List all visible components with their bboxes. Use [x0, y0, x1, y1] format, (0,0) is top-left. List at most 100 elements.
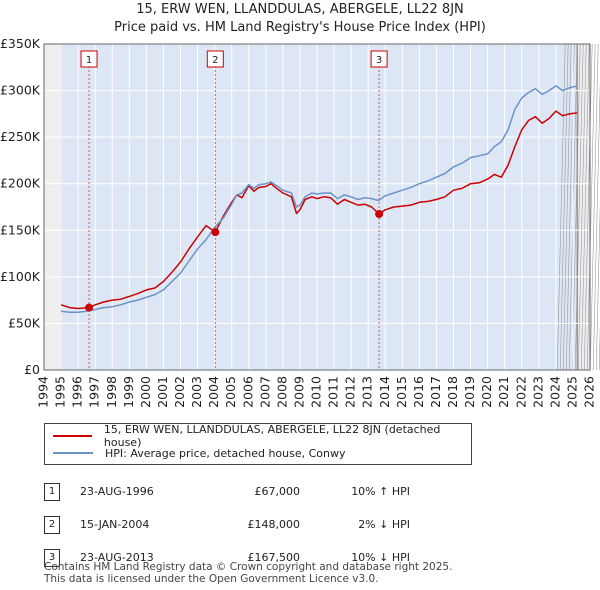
sale-hpi-diff: 2% ↓ HPI [358, 518, 410, 531]
x-tick-label: 1997 [87, 376, 102, 408]
sale-number-badge: 3 [44, 548, 60, 567]
footer-licence: This data is licensed under the Open Gov… [44, 573, 379, 585]
table-row: 3 23-AUG-2013 £167,500 10% ↓ HPI [44, 541, 410, 574]
price-chart: 1 2 3 £0 £50K £100K £150K £200K £250K £300K £350K… [0, 36, 600, 408]
x-tick-label: 2004 [206, 376, 221, 408]
x-tick-label: 2020 [479, 376, 494, 408]
sale-label: 2 [212, 55, 218, 66]
sale-marker-lines [88, 66, 380, 370]
hatch-line [571, 43, 581, 371]
x-tick-label: 1999 [121, 376, 136, 408]
x-tick-label: 2003 [189, 376, 204, 408]
hatch-line [580, 43, 590, 371]
x-tick-label: 2022 [513, 376, 528, 408]
sale-price: £67,000 [254, 485, 301, 498]
data-region [61, 44, 578, 370]
hatch-line [577, 43, 587, 371]
sale-label-box [370, 50, 388, 68]
sale-number-badge: 1 [44, 482, 60, 501]
gridlines [43, 43, 591, 371]
hatch-line [562, 43, 572, 371]
y-tick-label: £200K [0, 176, 41, 191]
sale-price: £148,000 [247, 518, 301, 531]
legend-label-hpi: HPI: Average price, detached house, Conw… [105, 446, 346, 460]
footer: Contains HM Land Registry data © Crown c… [44, 561, 452, 585]
sales-table: 1 23-AUG-1996 £67,000 10% ↑ HPI 2 15-JAN… [44, 475, 410, 574]
x-tick-label: 2013 [360, 376, 375, 408]
x-tick-label: 1998 [104, 376, 119, 408]
x-tick-label: 2012 [343, 376, 358, 408]
x-tick-label: 2015 [394, 376, 409, 408]
x-tick-label: 2010 [309, 376, 324, 408]
x-tick-label: 2001 [155, 376, 170, 408]
x-tick-label: 1996 [70, 376, 85, 408]
sale-label: 1 [86, 55, 92, 66]
y-tick-label: £250K [0, 129, 41, 144]
x-tick-label: 2026 [582, 376, 597, 408]
sale-price: £167,500 [247, 551, 301, 564]
y-tick-label: £300K [0, 83, 41, 98]
y-tick-label: £0 [24, 362, 40, 377]
x-tick-label: 2000 [138, 376, 153, 408]
x-tick-label: 2005 [223, 376, 238, 408]
hatch-line [556, 43, 566, 371]
x-tick-label: 2016 [411, 376, 426, 408]
x-tick-label: 2011 [326, 376, 341, 408]
legend: 15, ERW WEN, LLANDDULAS, ABERGELE, LL22 … [44, 423, 472, 465]
plot-background [44, 43, 600, 371]
x-tick-label: 2009 [291, 376, 306, 408]
y-tick-label: £100K [0, 269, 41, 284]
hatch-line [574, 43, 584, 371]
table-row: 2 15-JAN-2004 £148,000 2% ↓ HPI [44, 508, 410, 541]
property-price-line [60, 110, 578, 310]
x-tick-label: 2025 [564, 376, 579, 408]
sale-point [211, 228, 220, 237]
x-tick-label: 2021 [496, 376, 511, 408]
sale-number-badge: 2 [44, 515, 60, 534]
sale-date: 23-AUG-1996 [80, 485, 154, 498]
sale-date: 23-AUG-2013 [80, 551, 154, 564]
sale-date: 15-JAN-2004 [80, 518, 150, 531]
chart-title: 15, ERW WEN, LLANDDULAS, ABERGELE, LL22 … [136, 2, 464, 17]
hpi-line [61, 85, 578, 314]
x-tick-label: 2018 [445, 376, 460, 408]
sale-point [85, 303, 94, 312]
sale-markers: 1 2 3 [80, 50, 388, 312]
axis-labels: £0 £50K £100K £150K £200K £250K £300K £350K 1994… [0, 36, 597, 408]
table-row: 1 23-AUG-1996 £67,000 10% ↑ HPI [44, 475, 410, 508]
x-tick-label: 2014 [377, 376, 392, 408]
hatch-line [583, 43, 593, 371]
y-tick-label: £150K [0, 222, 41, 237]
x-tick-label: 2008 [274, 376, 289, 408]
legend-swatch-hpi [53, 452, 93, 454]
x-tick-label: 2019 [462, 376, 477, 408]
hatch-line [595, 203, 600, 371]
legend-item-hpi: HPI: Average price, detached house, Conw… [53, 444, 346, 462]
x-tick-label: 2024 [547, 376, 562, 408]
footer-copyright: Contains HM Land Registry data © Crown c… [44, 561, 453, 573]
x-tick-label: 2002 [172, 376, 187, 408]
sale-label: 3 [376, 55, 382, 66]
sale-point [375, 209, 384, 218]
sale-hpi-diff: 10% ↑ HPI [351, 485, 410, 498]
sale-hpi-diff: 10% ↓ HPI [351, 551, 410, 564]
x-tick-label: 2017 [428, 376, 443, 408]
x-tick-label: 2007 [257, 376, 272, 408]
legend-item-property: 15, ERW WEN, LLANDDULAS, ABERGELE, LL22 … [53, 423, 471, 449]
x-tick-label: 2023 [530, 376, 545, 408]
chart-subtitle: Price paid vs. HM Land Registry's House … [114, 20, 486, 35]
legend-label-property: 15, ERW WEN, LLANDDULAS, ABERGELE, LL22 … [103, 423, 441, 449]
sale-label-box [80, 50, 98, 68]
x-tick-label: 1995 [53, 376, 68, 408]
hatch-line [559, 43, 569, 371]
plot-border [43, 43, 591, 371]
legend-swatch-property [53, 435, 92, 437]
series-lines [60, 85, 578, 314]
pre-data-region [44, 44, 62, 370]
hatch-line [589, 43, 599, 371]
sale-label-box [206, 50, 224, 68]
x-tick-label: 1994 [36, 376, 51, 408]
x-tick-label: 2006 [240, 376, 255, 408]
y-tick-label: £350K [0, 36, 41, 51]
